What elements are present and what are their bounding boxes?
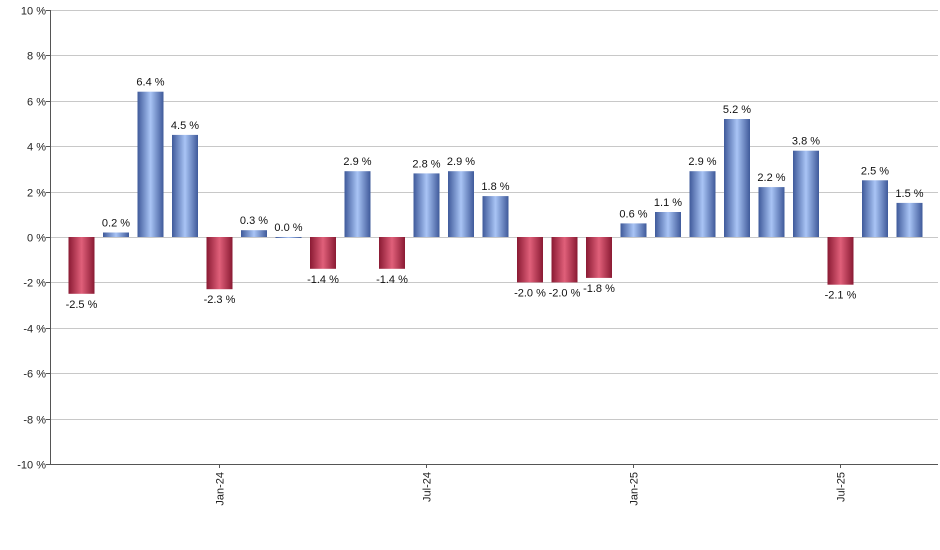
bar <box>68 237 95 294</box>
data-label: 2.5 % <box>861 165 889 177</box>
bar <box>551 237 578 283</box>
data-label: -1.4 % <box>376 274 408 286</box>
bar <box>793 150 819 237</box>
data-label: 0.2 % <box>102 218 130 230</box>
data-label: 2.2 % <box>757 172 785 184</box>
bar <box>482 196 509 237</box>
bar <box>896 202 923 237</box>
y-tick-label: 8 % <box>27 51 46 63</box>
data-label: -2.1 % <box>825 290 857 302</box>
data-label: 1.1 % <box>654 197 682 209</box>
data-label: -1.4 % <box>307 274 339 286</box>
bar <box>103 232 129 237</box>
y-tick-label: -2 % <box>23 278 46 290</box>
bar <box>724 119 750 237</box>
bar <box>689 171 716 237</box>
y-tick-label: -6 % <box>23 369 46 381</box>
bar <box>344 171 371 237</box>
y-tick-label: 2 % <box>27 188 46 200</box>
data-label: 2.9 % <box>447 156 475 168</box>
x-tick-label: Jan-25 <box>629 472 641 506</box>
data-label: 4.5 % <box>171 120 199 132</box>
y-axis-ticks: 10 % 8 % 6 % 4 % 2 % 0 % -2 % -4 % -6 % -8 % -10 % <box>17 6 50 472</box>
data-label: -2.5 % <box>66 299 98 311</box>
x-tick-label: Jan-24 <box>215 472 227 506</box>
bars <box>68 91 923 294</box>
data-label: 2.9 % <box>343 156 371 168</box>
data-label: 6.4 % <box>136 77 164 89</box>
data-label: -1.8 % <box>583 283 615 295</box>
bar <box>655 212 681 237</box>
bar <box>137 91 164 237</box>
y-tick-label: 0 % <box>27 233 46 245</box>
data-label: 3.8 % <box>792 136 820 148</box>
data-label: -2.0 % <box>549 287 581 299</box>
data-label: 2.9 % <box>688 156 716 168</box>
bar <box>379 237 405 269</box>
x-tick-label: Jul-24 <box>422 472 434 502</box>
bar <box>275 237 302 238</box>
bar <box>758 187 785 237</box>
data-label: 0.6 % <box>619 208 647 220</box>
y-tick-label: -8 % <box>23 415 46 427</box>
y-tick-label: 4 % <box>27 142 46 154</box>
y-tick-label: -4 % <box>23 324 46 336</box>
data-label: -2.0 % <box>514 287 546 299</box>
bar <box>620 223 647 237</box>
data-label: 5.2 % <box>723 104 751 116</box>
data-label: 1.8 % <box>481 181 509 193</box>
data-label: 2.8 % <box>412 158 440 170</box>
bar <box>448 171 474 237</box>
data-label: 0.0 % <box>274 222 302 234</box>
data-label: 0.3 % <box>240 215 268 227</box>
bar <box>586 237 612 278</box>
bar <box>241 230 267 237</box>
bar <box>827 237 854 285</box>
axes <box>50 10 938 465</box>
bar <box>310 237 336 269</box>
data-label: -2.3 % <box>204 294 236 306</box>
bar <box>206 237 233 290</box>
bar <box>517 237 543 283</box>
x-tick-label: Jul-25 <box>836 472 848 502</box>
bar <box>413 173 440 237</box>
data-labels: -2.5 % 0.2 % 6.4 % 4.5 % -2.3 % 0.3 % 0.0 % -1.… <box>66 77 924 311</box>
data-label: 1.5 % <box>895 188 923 200</box>
bar <box>172 134 198 237</box>
bar <box>862 180 888 238</box>
y-tick-label: -10 % <box>17 460 46 472</box>
y-tick-label: 6 % <box>27 97 46 109</box>
y-tick-label: 10 % <box>21 6 46 18</box>
x-axis-ticks: Jan-24 Jul-24 Jan-25 Jul-25 <box>215 464 848 506</box>
grid-lines <box>50 10 938 465</box>
